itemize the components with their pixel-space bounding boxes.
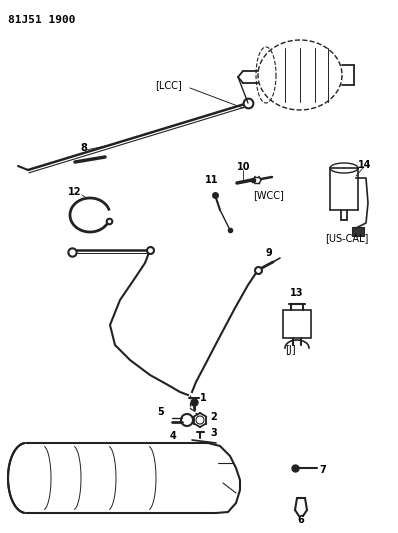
Text: 81J51 1900: 81J51 1900: [8, 15, 76, 25]
Text: 12: 12: [68, 187, 82, 197]
Text: 6: 6: [298, 515, 304, 525]
Text: 4: 4: [170, 431, 177, 441]
Text: [LCC]: [LCC]: [155, 80, 182, 90]
Text: 5: 5: [157, 407, 164, 417]
Text: 13: 13: [290, 288, 304, 298]
Bar: [283, 310, 311, 338]
Text: 8: 8: [80, 143, 87, 153]
Text: 3: 3: [210, 428, 217, 438]
Text: 14: 14: [358, 160, 371, 170]
Text: 7: 7: [319, 465, 326, 475]
Text: 10: 10: [237, 162, 250, 172]
Text: 1: 1: [200, 393, 207, 403]
Text: [US-CAL]: [US-CAL]: [325, 233, 369, 243]
Bar: [352, 227, 364, 236]
Text: 9: 9: [265, 248, 272, 258]
Text: [WCC]: [WCC]: [253, 190, 284, 200]
Text: [J]: [J]: [285, 345, 296, 355]
Text: 11: 11: [205, 175, 219, 185]
Text: 2: 2: [210, 412, 217, 422]
